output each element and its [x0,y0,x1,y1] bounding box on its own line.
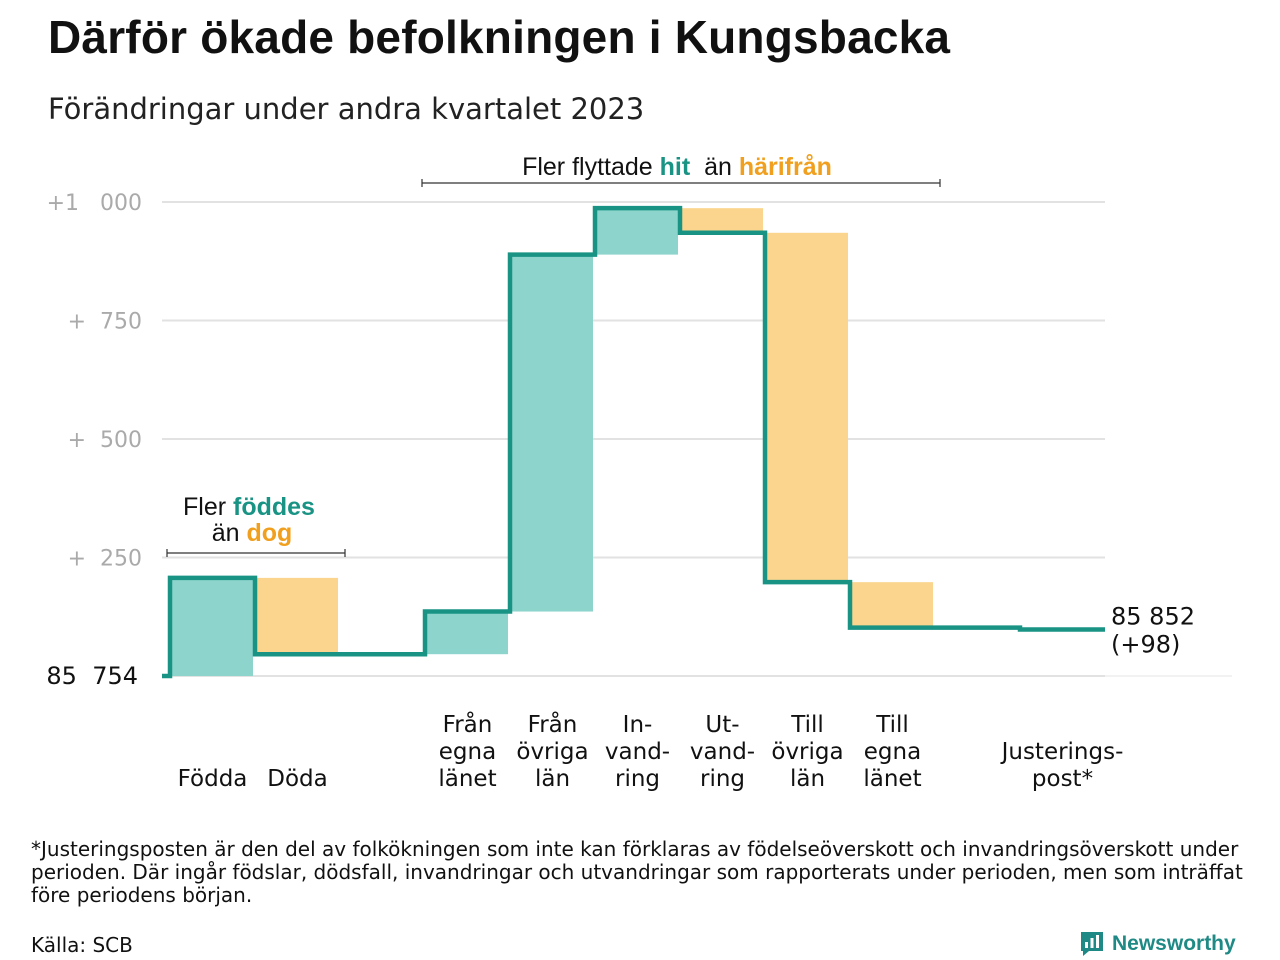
moves-annotation-word: än [690,153,739,181]
moves-annotation-word: Fler flyttade [522,153,660,181]
x-category-label: Till [875,712,909,738]
waterfall-chart: + 250 + 500 + 750 +1 000 85 754 85 852(+98) Fö… [46,153,1232,792]
x-category-label: ring [615,766,660,792]
births-highlight: föddes [233,493,315,521]
waterfall-bar [597,208,678,255]
x-category-label: län [535,766,570,792]
x-category-label: Döda [267,766,327,792]
births-annotation-word: Fler [183,493,233,521]
brand-name: Newsworthy [1112,932,1236,955]
footnote: *Justeringsposten är den del av folkökni… [31,837,1243,907]
x-category-label: Från [528,710,578,738]
births-annotation-line1: Fler föddes [183,493,315,521]
births-annotation-line2: än dog [212,519,293,547]
x-category-label: post* [1032,766,1093,792]
waterfall-bar [427,611,508,655]
waterfall-bar [512,254,593,612]
x-category-label: egna [864,739,921,765]
brand-logo[interactable]: Newsworthy [1080,928,1236,960]
chart-subtitle: Förändringar under andra kvartalet 2023 [48,92,645,126]
end-change-label: (+98) [1111,631,1180,659]
chart-title: Därför ökade befolkningen i Kungsbacka [48,11,951,63]
moves-annotation: Fler flyttade hit än härifrån [522,153,832,181]
x-category-label: In- [623,712,653,738]
x-category-label: ring [700,766,745,792]
x-category-label: övriga [771,739,843,765]
x-category-label: egna [439,739,496,765]
cumulative-step-line [162,205,1105,679]
x-category-label: länet [863,766,921,792]
end-value-label: 85 852 [1111,603,1195,631]
x-category-label: Till [790,712,824,738]
x-category-label: länet [438,766,496,792]
y-tick-label: + 250 [68,547,142,572]
y-tick-label: + 750 [68,310,142,335]
x-category-label: vand- [605,739,670,765]
births-annotation-word: än [212,519,247,547]
x-category-label: övriga [516,739,588,765]
waterfall-bar [257,577,338,655]
start-value-label: 85 754 [46,662,138,690]
waterfall-bar [767,232,848,583]
x-category-label: Från [443,710,493,738]
source-label: Källa: SCB [31,933,133,957]
moves-in-highlight: hit [660,153,691,181]
x-category-label: vand- [690,739,755,765]
waterfall-bar [682,208,763,233]
moves-out-highlight: härifrån [739,153,832,181]
x-category-label: Ut- [705,712,739,738]
waterfall-bar [852,582,933,628]
x-category-label: län [790,766,825,792]
newsworthy-logo-icon [1081,932,1103,956]
deaths-highlight: dog [246,519,292,547]
waterfall-bar [172,577,253,676]
x-category-label: Födda [178,766,248,792]
y-tick-label: + 500 [68,428,142,453]
y-tick-label: +1 000 [47,191,142,216]
x-category-label: Justerings- [1000,739,1124,765]
